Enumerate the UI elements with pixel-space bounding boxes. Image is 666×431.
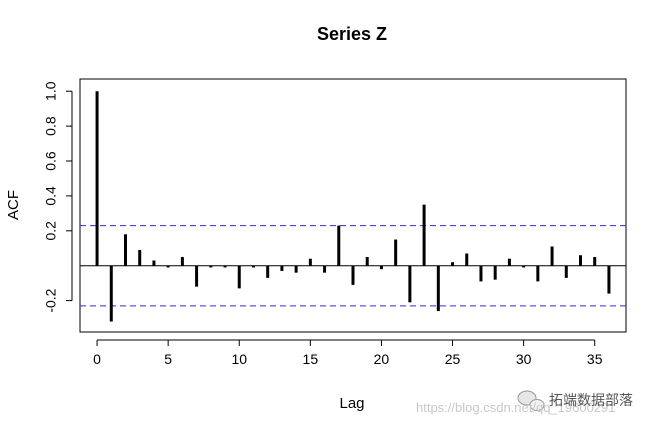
x-tick-label: 0 bbox=[93, 351, 101, 367]
y-tick-label: 0.2 bbox=[43, 221, 59, 241]
x-tick-label: 35 bbox=[587, 351, 603, 367]
y-tick-label: -0.2 bbox=[43, 288, 59, 312]
watermark: https://blog.csdn.net/qq_19600291 拓端数据部落 bbox=[416, 390, 633, 415]
watermark-url: https://blog.csdn.net/qq_19600291 bbox=[416, 400, 616, 415]
y-tick-label: 1.0 bbox=[43, 81, 59, 101]
plot-frame bbox=[79, 78, 627, 333]
y-axis-label: ACF bbox=[5, 190, 22, 220]
x-tick-label: 10 bbox=[231, 351, 247, 367]
chart-title: Series Z bbox=[317, 24, 387, 44]
x-tick-label: 15 bbox=[303, 351, 319, 367]
x-tick-label: 30 bbox=[516, 351, 532, 367]
y-tick-label: 0.6 bbox=[43, 151, 59, 171]
x-axis-label: Lag bbox=[339, 395, 364, 412]
x-tick-label: 5 bbox=[164, 351, 172, 367]
y-tick-label: 0.8 bbox=[43, 116, 59, 136]
x-tick-label: 20 bbox=[374, 351, 390, 367]
y-tick-label: 0.4 bbox=[43, 186, 59, 206]
watermark-brand: 拓端数据部落 bbox=[549, 393, 633, 409]
x-tick-label: 25 bbox=[445, 351, 461, 367]
wechat-icon bbox=[517, 390, 545, 411]
